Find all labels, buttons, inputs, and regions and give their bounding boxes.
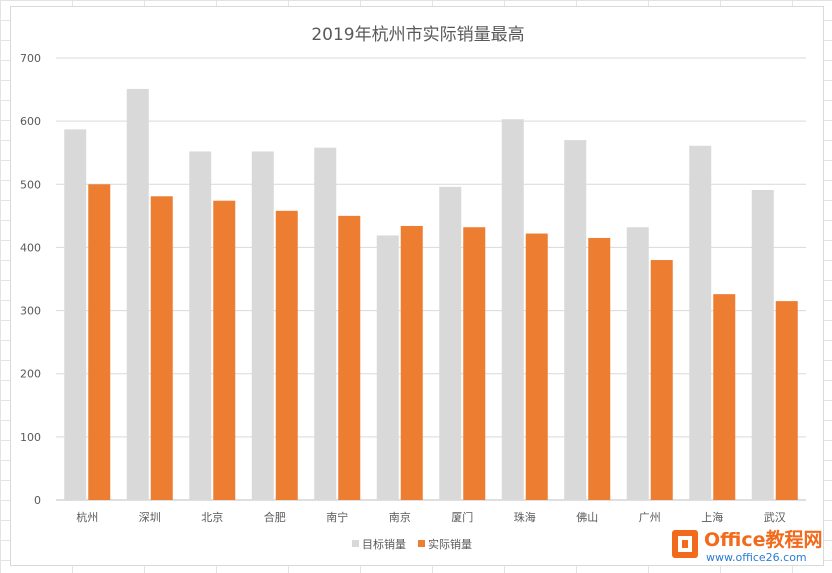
actual-bar-4[interactable] <box>275 210 298 500</box>
target-bar-4[interactable] <box>251 151 274 501</box>
x-tick-label: 北京 <box>201 510 223 524</box>
x-tick-label: 武汉 <box>764 511 786 524</box>
actual-bar-10[interactable] <box>650 260 673 500</box>
y-tick-label: 400 <box>20 241 41 254</box>
x-tick-label: 深圳 <box>139 511 161 524</box>
x-tick-label: 广州 <box>639 511 661 524</box>
target-bar-8[interactable] <box>501 119 524 501</box>
y-axis-labels: 0 100 200 300 400 500 600 700 <box>20 52 41 507</box>
actual-bar-6[interactable] <box>400 225 423 500</box>
target-bar-10[interactable] <box>626 227 649 501</box>
x-tick-label: 杭州 <box>76 510 98 524</box>
target-bar-11[interactable] <box>689 145 712 501</box>
actual-bar-3[interactable] <box>213 200 236 500</box>
target-bar-1[interactable] <box>64 129 87 500</box>
actual-bar-5[interactable] <box>338 215 361 500</box>
y-tick-label: 100 <box>20 431 41 444</box>
y-tick-label: 600 <box>20 115 41 128</box>
chart-title: 2019年杭州市实际销量最高 <box>311 25 524 45</box>
actual-bar-9[interactable] <box>588 237 611 500</box>
y-tick-label: 300 <box>20 305 41 318</box>
target-bar-9[interactable] <box>564 140 587 501</box>
y-tick-label: 0 <box>34 494 41 507</box>
target-bar-7[interactable] <box>439 186 462 500</box>
x-tick-label: 佛山 <box>576 511 598 524</box>
actual-bar-11[interactable] <box>713 294 736 500</box>
watermark-name: Office教程网 <box>704 528 823 551</box>
y-tick-label: 700 <box>20 52 41 65</box>
actual-bar-8[interactable] <box>525 233 548 500</box>
x-axis-labels: 杭州 深圳 北京 合肥 南宁 南京 厦门 珠海 佛山 广州 上海 武汉 <box>76 510 786 524</box>
target-bar-12[interactable] <box>751 189 774 500</box>
y-tick-label: 200 <box>20 368 41 381</box>
target-bar-6[interactable] <box>376 235 399 500</box>
x-tick-label: 上海 <box>701 510 723 524</box>
bars <box>64 88 798 501</box>
x-tick-label: 合肥 <box>264 510 286 524</box>
legend-label-1: 目标销量 <box>362 537 406 551</box>
target-bar-5[interactable] <box>314 147 337 501</box>
legend-swatch-2 <box>418 540 425 547</box>
gridlines <box>56 57 806 501</box>
legend: 目标销量 实际销量 <box>352 537 472 551</box>
legend-swatch-1 <box>352 540 359 547</box>
x-tick-label: 南京 <box>389 510 411 524</box>
legend-label-2: 实际销量 <box>428 537 472 551</box>
watermark: Office教程网 www.office26.com <box>672 528 823 564</box>
actual-bar-1[interactable] <box>88 184 111 501</box>
actual-bar-2[interactable] <box>150 196 173 501</box>
x-tick-label: 南宁 <box>326 510 348 524</box>
actual-bar-7[interactable] <box>463 227 486 501</box>
x-tick-label: 厦门 <box>451 510 473 524</box>
actual-bar-12[interactable] <box>775 301 798 500</box>
target-bar-3[interactable] <box>189 151 212 501</box>
watermark-url: www.office26.com <box>706 551 807 564</box>
target-bar-2[interactable] <box>126 88 149 500</box>
x-tick-label: 珠海 <box>514 510 536 524</box>
y-tick-label: 500 <box>20 178 41 191</box>
